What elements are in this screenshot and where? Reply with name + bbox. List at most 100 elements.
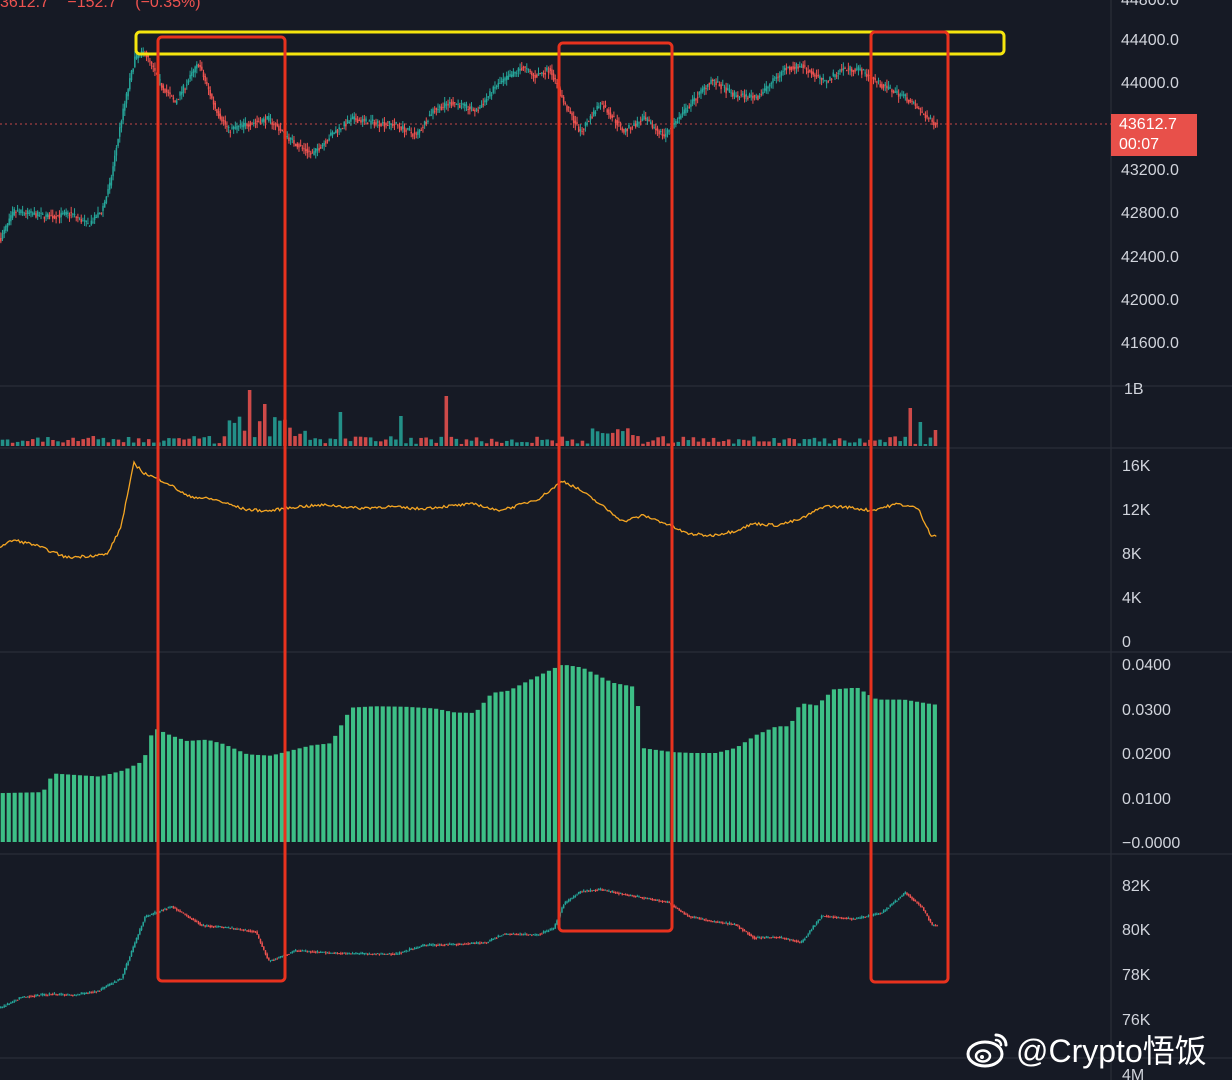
- price-candle-body: [373, 121, 376, 126]
- ind3-candle-body: [212, 926, 215, 928]
- ind3-candle-body: [906, 892, 908, 895]
- yellow-resistance-box[interactable]: [134, 30, 1006, 56]
- volume-bar: [338, 412, 343, 446]
- red-box-2[interactable]: [557, 41, 674, 933]
- ind3-candle-body: [144, 917, 146, 922]
- price-candle-body: [120, 120, 123, 128]
- price-candle-body: [675, 121, 677, 124]
- tick-ind2-0300: 0.0300: [1122, 702, 1171, 719]
- price-candle-body: [825, 82, 828, 84]
- ind3-candle-body: [554, 924, 557, 929]
- ind3-candle-body: [169, 907, 171, 909]
- ind3-candle-body: [738, 926, 741, 929]
- price-candle-body: [914, 103, 917, 106]
- price-candle-body: [775, 77, 778, 79]
- red-box-1[interactable]: [156, 35, 287, 983]
- price-candle-body: [666, 129, 669, 134]
- price-candle-body: [747, 97, 749, 99]
- indicator-2-bar: [825, 694, 831, 842]
- price-candle-body: [45, 214, 47, 217]
- price-candle-body: [847, 68, 850, 70]
- indicator-2-bar: [529, 679, 534, 842]
- indicator-2-bar: [451, 712, 457, 842]
- price-candle-body: [783, 67, 786, 71]
- price-candle-body: [256, 120, 258, 123]
- price-candle-body: [428, 114, 431, 117]
- price-candle-body: [676, 121, 679, 123]
- price-candle-body: [149, 60, 151, 62]
- price-candle-body: [658, 130, 660, 135]
- price-candle-body: [87, 223, 89, 225]
- ind3-candle-body: [577, 891, 580, 895]
- price-candle-body: [859, 68, 861, 70]
- price-candle-body: [643, 115, 645, 120]
- volume-bar: [434, 442, 438, 446]
- volume-bar: [681, 436, 686, 446]
- price-candle-body: [656, 127, 659, 131]
- volume-bar: [384, 439, 388, 446]
- ind3-candle-body: [85, 992, 88, 994]
- price-candle-body: [25, 213, 27, 215]
- volume-bar: [535, 436, 539, 446]
- ind3-candle-body: [422, 944, 424, 946]
- ind3-candle-body: [100, 988, 103, 990]
- price-candle-body: [693, 97, 696, 102]
- ind3-candle-body: [753, 936, 756, 939]
- price-candle-body: [263, 118, 265, 122]
- price-candle-body: [90, 220, 93, 225]
- price-candle-body: [353, 116, 356, 120]
- price-candle-body: [398, 126, 401, 128]
- indicator-2-bar: [819, 700, 825, 842]
- indicator-2-bar: [517, 685, 522, 842]
- volume-bar: [399, 416, 403, 446]
- price-candle-body: [113, 155, 116, 167]
- price-candle-body: [82, 220, 84, 222]
- indicator-2-bar: [374, 706, 379, 842]
- ind3-candle-body: [309, 951, 312, 953]
- ind3-candle-body: [825, 916, 828, 918]
- ind3-candle-body: [80, 993, 82, 995]
- price-candle-body: [758, 95, 761, 98]
- price-candle-body: [15, 212, 17, 214]
- ind3-candle-body: [443, 944, 446, 946]
- price-candle-body: [706, 84, 709, 87]
- price-candle-body: [789, 66, 791, 71]
- indicator-2-bar: [95, 776, 100, 842]
- ind3-candle-body: [196, 921, 198, 923]
- ind3-candle-body: [551, 928, 553, 930]
- volume-bar: [933, 430, 938, 446]
- ind3-candle-body: [673, 905, 675, 908]
- ind3-candle-body: [641, 897, 644, 899]
- price-candle-body: [618, 121, 620, 123]
- price-candle-body: [867, 74, 870, 77]
- indicator-2-bar: [724, 750, 730, 842]
- volume-bar: [71, 437, 75, 446]
- indicator-2-bar: [232, 748, 237, 842]
- red-box-3[interactable]: [869, 30, 950, 984]
- price-candle-body: [648, 120, 650, 122]
- price-candle-body: [596, 105, 598, 110]
- ind3-candle-body: [288, 954, 290, 956]
- indicator-2-bar: [683, 752, 688, 842]
- price-candle-body: [62, 213, 64, 215]
- ind3-candle-body: [5, 1005, 7, 1007]
- price-candle-body: [649, 121, 652, 125]
- indicator-2-bar: [291, 749, 296, 842]
- price-candle-body: [899, 94, 902, 96]
- price-candle-body: [363, 119, 366, 121]
- ind3-candle-body: [762, 937, 764, 939]
- ind3-candle-body: [787, 938, 789, 940]
- price-candle-body: [46, 213, 49, 218]
- ind3-candle-body: [519, 933, 521, 935]
- indicator-2-bar: [475, 709, 480, 842]
- indicator-2-bar: [861, 691, 866, 842]
- volume-bar: [500, 442, 504, 446]
- tick-ind3-4m: 4M: [1122, 1067, 1144, 1080]
- price-candle-body: [852, 70, 855, 73]
- ind3-candle-body: [107, 984, 109, 987]
- price-candle-body: [338, 127, 340, 130]
- volume-bar: [106, 442, 111, 446]
- ind3-candle-body: [105, 985, 108, 988]
- ind3-candle-body: [269, 960, 272, 962]
